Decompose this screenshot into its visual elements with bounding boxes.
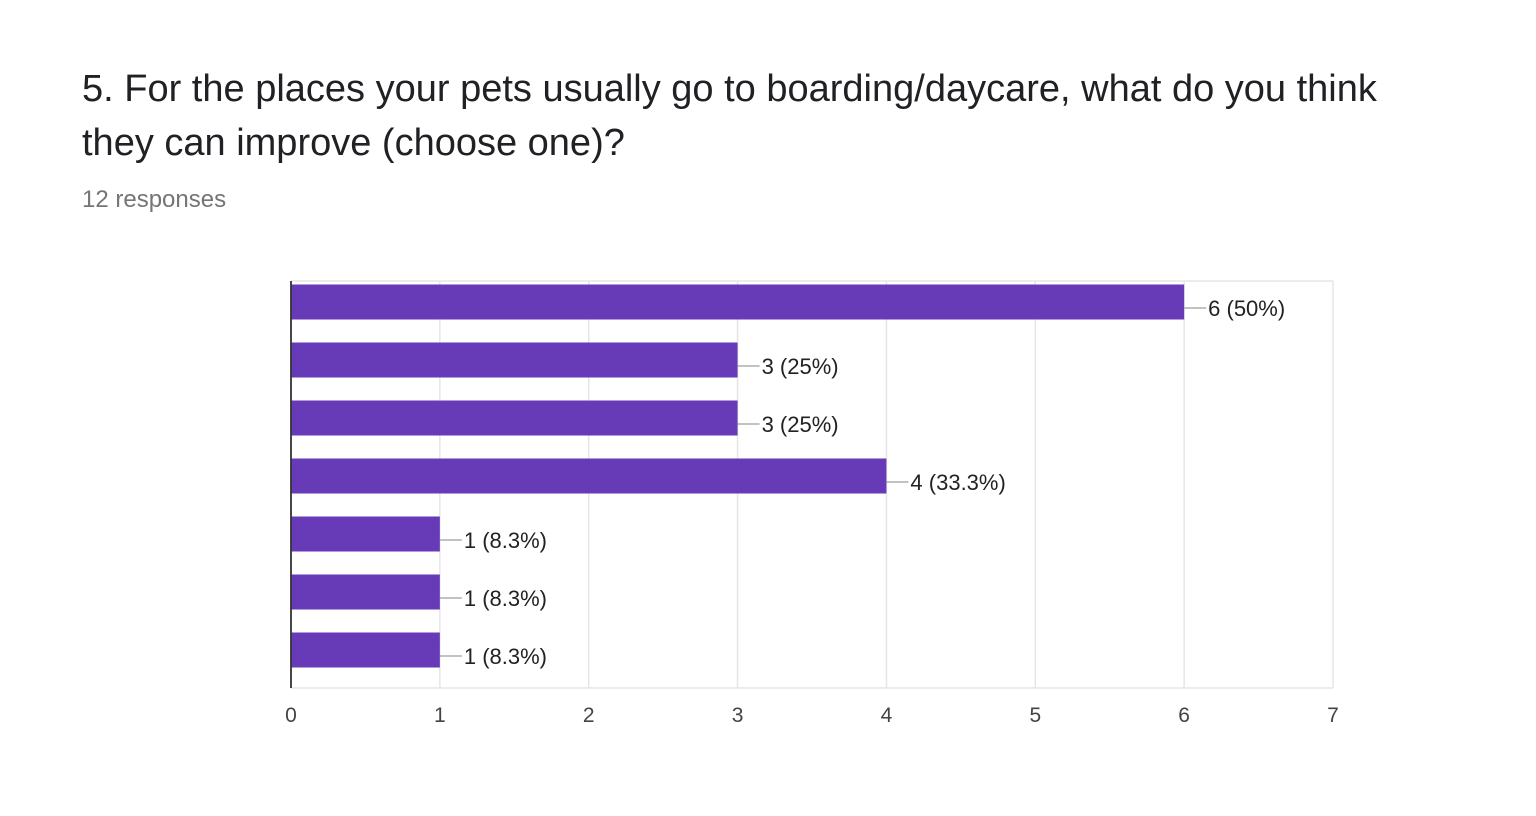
data-label: 1 (8.3%) <box>464 644 547 669</box>
question-title: 5. For the places your pets usually go t… <box>82 68 1377 164</box>
data-label: 4 (33.3%) <box>910 470 1005 495</box>
bar <box>291 632 440 668</box>
data-labels: 6 (50%) 3 (25%) 3 (25%) 4 (33.3%) 1 (8.3%) 1 … <box>439 296 1285 669</box>
x-tick-label: 7 <box>1327 704 1339 727</box>
x-tick-label: 1 <box>434 704 446 727</box>
data-label: 1 (8.3%) <box>464 586 547 611</box>
bar <box>291 458 887 494</box>
bar <box>291 516 440 552</box>
x-tick-label: 2 <box>583 704 595 727</box>
bar <box>291 284 1185 320</box>
data-label: 3 (25%) <box>762 354 839 379</box>
data-label: 1 (8.3%) <box>464 528 547 553</box>
bar <box>291 574 440 610</box>
data-label: 6 (50%) <box>1208 296 1285 321</box>
bar <box>291 342 738 378</box>
x-tick-label: 3 <box>732 704 744 727</box>
bar <box>291 400 738 436</box>
x-tick-label: 6 <box>1178 704 1190 727</box>
bars <box>290 281 1185 688</box>
x-tick-label: 5 <box>1029 704 1041 727</box>
x-tick-label: 0 <box>285 704 297 727</box>
data-label: 3 (25%) <box>762 412 839 437</box>
x-axis-ticks: 0 1 2 3 4 5 6 7 <box>285 704 1339 727</box>
x-tick-label: 4 <box>881 704 893 727</box>
response-count: 12 responses <box>82 186 227 213</box>
